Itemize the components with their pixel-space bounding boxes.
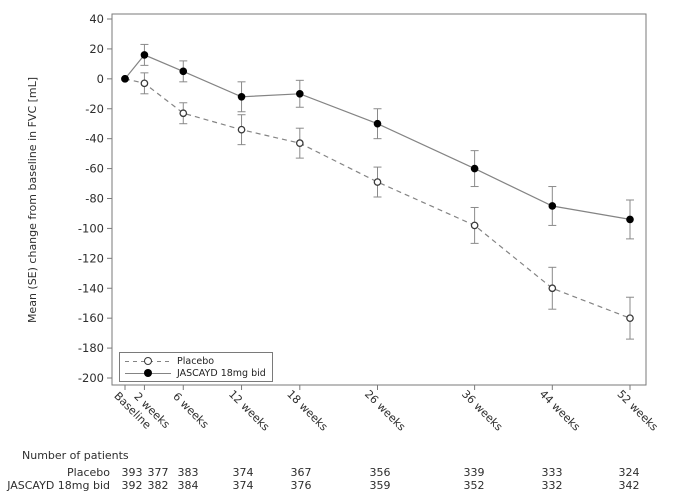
patient-count: 332 <box>541 479 563 492</box>
series-placebo <box>121 72 634 340</box>
legend-label-jascayd: JASCAYD 18mg bid <box>177 367 266 379</box>
data-point-open-circle <box>470 221 479 230</box>
legend-item-jascayd: JASCAYD 18mg bid <box>125 367 266 379</box>
x-tick-label: 18 weeks <box>284 387 330 433</box>
data-point-filled-circle <box>626 215 634 224</box>
filled-circle-marker-icon <box>144 369 152 377</box>
y-tick-label: -120 <box>78 251 104 265</box>
y-tick-label: 0 <box>97 72 104 86</box>
y-tick-label: -140 <box>78 281 104 295</box>
patient-count: 382 <box>147 479 169 492</box>
data-point-open-circle <box>373 178 382 186</box>
data-point-filled-circle <box>373 119 382 128</box>
y-tick-label: 40 <box>89 12 104 26</box>
patients-row-label: Placebo <box>67 466 110 479</box>
data-point-open-circle <box>626 314 634 323</box>
data-point-open-circle <box>179 109 188 118</box>
data-point-filled-circle <box>237 92 246 101</box>
x-tick-label: 12 weeks <box>226 387 272 433</box>
y-tick-label: -160 <box>78 311 104 325</box>
y-tick-label: -60 <box>85 162 104 176</box>
patient-count: 342 <box>618 479 640 492</box>
x-tick-label: 52 weeks <box>614 387 660 433</box>
patient-count: 339 <box>463 466 485 479</box>
patient-count: 333 <box>541 466 563 479</box>
patient-count: 359 <box>369 479 391 492</box>
data-point-filled-circle <box>296 89 304 98</box>
patients-row-placebo: Placebo 393 377 383 374 367 356 339 333 324 <box>0 466 683 480</box>
x-tick-label: 26 weeks <box>362 387 408 433</box>
patient-count: 392 <box>121 479 143 492</box>
patient-count: 376 <box>290 479 312 492</box>
open-circle-marker-icon <box>144 357 152 365</box>
patient-count: 352 <box>463 479 485 492</box>
x-tick-label: 36 weeks <box>459 387 505 433</box>
plot-frame <box>111 13 647 386</box>
data-point-filled-circle <box>140 51 149 59</box>
patients-title: Number of patients <box>22 449 129 462</box>
patient-count: 393 <box>121 466 143 479</box>
data-point-open-circle <box>140 79 149 88</box>
y-tick-label: -20 <box>85 102 104 116</box>
x-tick-label: 44 weeks <box>537 387 583 433</box>
patient-count: 374 <box>232 466 254 479</box>
patient-count: 374 <box>232 479 254 492</box>
patient-count: 324 <box>618 466 640 479</box>
x-tick-label: 6 weeks <box>170 390 211 431</box>
dashed-line-open-circle-icon <box>125 357 171 366</box>
y-tick-label: 20 <box>89 42 104 56</box>
patient-count: 384 <box>177 479 199 492</box>
patient-count: 377 <box>147 466 169 479</box>
y-tick-label: -200 <box>78 371 104 385</box>
legend-item-placebo: Placebo <box>125 355 266 367</box>
patient-count: 383 <box>177 466 199 479</box>
data-point-open-circle <box>548 284 557 293</box>
data-point-open-circle <box>295 139 304 148</box>
patients-row-jascayd: JASCAYD 18mg bid 392 382 384 374 376 359 352 33… <box>0 479 683 493</box>
series-jascayd <box>121 43 634 240</box>
legend-label-placebo: Placebo <box>177 355 215 367</box>
y-axis: 40 20 0 -20 -40 -60 -80 -100 -120 -140 -160 -180 -20… <box>78 12 112 385</box>
patient-count: 367 <box>290 466 312 479</box>
y-tick-label: -100 <box>78 221 104 235</box>
patient-count: 356 <box>369 466 391 479</box>
data-point-filled-circle <box>121 75 129 83</box>
y-tick-label: -80 <box>85 192 104 206</box>
y-tick-label: -40 <box>85 132 104 146</box>
data-point-filled-circle <box>470 164 479 173</box>
data-point-filled-circle <box>179 67 188 76</box>
data-point-filled-circle <box>548 202 557 210</box>
data-point-open-circle <box>237 125 246 134</box>
patients-row-label: JASCAYD 18mg bid <box>7 479 110 492</box>
y-tick-label: -180 <box>78 341 104 355</box>
solid-line-filled-circle-icon <box>125 369 171 378</box>
line-chart: 40 20 0 -20 -40 -60 -80 -100 -120 -140 -160 -180 -20… <box>78 12 661 434</box>
legend: Placebo JASCAYD 18mg bid <box>119 352 273 382</box>
